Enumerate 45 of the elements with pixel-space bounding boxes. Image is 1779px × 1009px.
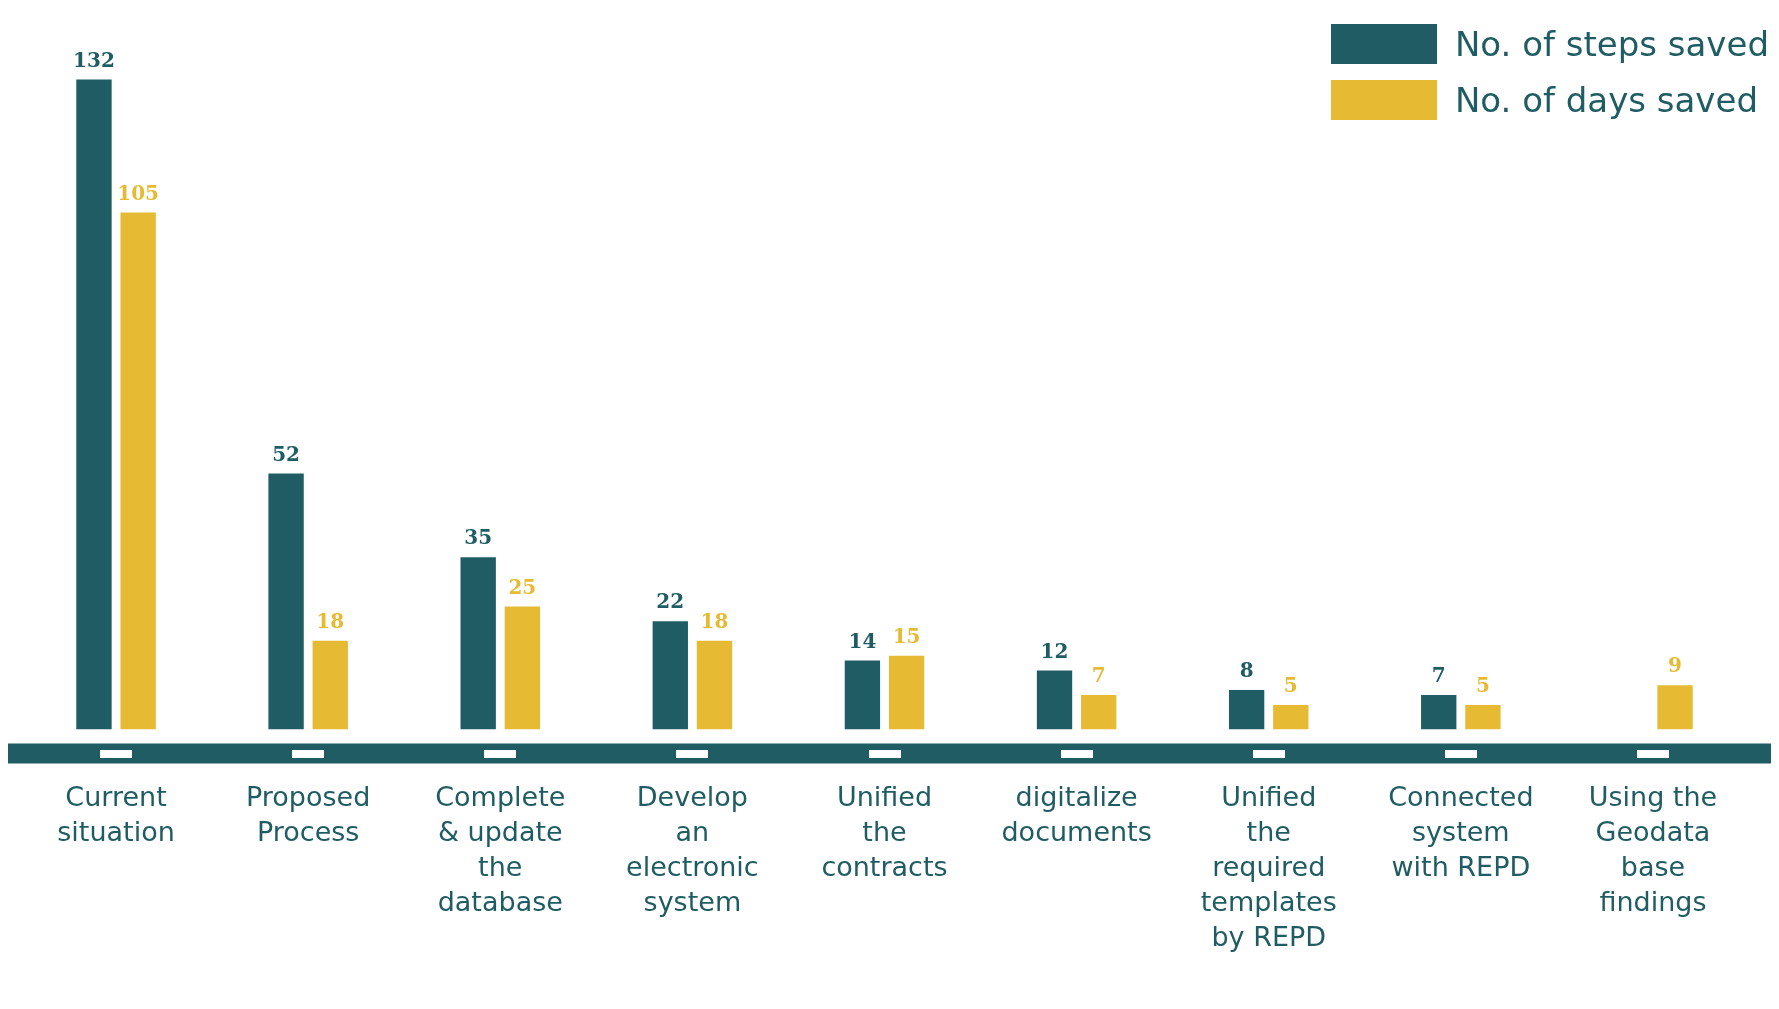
bar <box>1421 695 1457 730</box>
data-label: 18 <box>316 609 345 634</box>
data-label: 5 <box>1475 673 1490 698</box>
x-tick-label: Unified the contracts <box>821 781 948 883</box>
bar <box>1036 670 1073 730</box>
bar <box>312 640 348 730</box>
data-label: 132 <box>73 47 115 72</box>
data-label: 5 <box>1283 673 1298 698</box>
bar <box>652 621 688 730</box>
data-label: 12 <box>1040 638 1069 663</box>
legend-label: No. of days saved <box>1454 80 1758 120</box>
x-tick-label: Using the Geodata base findings <box>1588 781 1718 918</box>
data-label: 52 <box>272 441 300 466</box>
bar <box>120 212 156 730</box>
bar <box>76 79 112 730</box>
bar <box>1081 695 1117 730</box>
x-tick-label: digitalize documents <box>1001 781 1152 848</box>
data-label: 7 <box>1091 663 1106 688</box>
data-label: 105 <box>117 180 160 205</box>
bar <box>1465 704 1501 730</box>
data-label: 8 <box>1239 658 1254 683</box>
x-tick-label: Develop an electronic system <box>626 781 759 918</box>
data-label: 18 <box>700 609 729 634</box>
bar <box>1228 690 1265 730</box>
data-label: 14 <box>848 628 877 653</box>
bar <box>1273 704 1309 730</box>
data-label: 15 <box>892 623 921 648</box>
data-label: 25 <box>508 574 537 599</box>
data-label: 7 <box>1431 663 1446 688</box>
bar <box>888 655 925 730</box>
bar <box>844 660 881 730</box>
data-label: 22 <box>656 589 685 614</box>
bar <box>504 606 541 730</box>
bar <box>696 640 733 730</box>
legend-label: No. of steps saved <box>1454 24 1769 64</box>
bar <box>460 557 496 730</box>
x-tick-label: Complete & update the database <box>435 781 566 918</box>
bar <box>268 473 304 730</box>
bar <box>1657 685 1693 730</box>
data-label: 9 <box>1668 653 1682 678</box>
x-tick-label: Current situation <box>57 781 175 848</box>
x-tick-label: Proposed Process <box>246 781 371 848</box>
data-label: 35 <box>464 525 493 550</box>
x-tick-label: Unified the required templates by REPD <box>1200 781 1337 953</box>
x-tick-label: Connected system with REPD <box>1388 781 1534 883</box>
